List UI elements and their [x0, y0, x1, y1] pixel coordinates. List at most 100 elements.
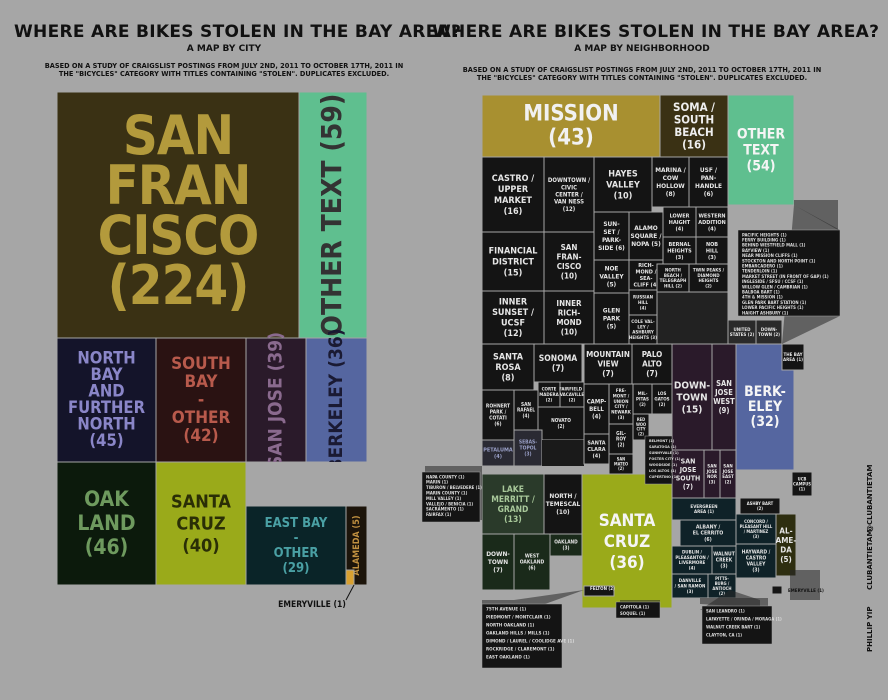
cell-text: SAN JOSE (39) — [265, 332, 287, 468]
cell-other-text — [727, 94, 795, 206]
cell-text: DOWN- — [761, 327, 778, 333]
east-bay-list-item: LAFAYETTE / ORINDA / MORAGA (1) — [706, 616, 782, 622]
cell-text: AL- — [779, 526, 792, 535]
cell-text: (5) — [607, 281, 617, 289]
cell-text: JOSE — [722, 469, 734, 475]
cell-text: AME- — [776, 536, 797, 545]
cell-text: (36) — [609, 553, 644, 573]
cell-text: PLEASANT HILL — [740, 524, 773, 529]
cell-san-jose-south — [671, 449, 705, 499]
cell-text: COTATI — [489, 416, 507, 422]
cell-text: SUN- — [603, 220, 620, 228]
label-san-jose: SAN JOSE (39) — [265, 332, 287, 468]
oakland-list-item: NORTH OAKLAND (1) — [486, 623, 534, 629]
label-fairfield-vacaville: FAIRFIELD /VACAVILLE(2) — [559, 387, 585, 404]
cell-text: DA — [780, 545, 792, 554]
cell-text: USF / — [700, 166, 718, 174]
other-text-list-item: LOWER PACIFIC HEIGHTS (1) — [742, 305, 804, 311]
cell-text: (4) — [523, 413, 530, 419]
cell-text: CAMPUS — [793, 481, 811, 486]
cell-text: JOSE — [714, 388, 733, 397]
cell-text: INNER — [556, 299, 582, 308]
cell-text: (43) — [548, 126, 594, 151]
other-text-list-item: PACIFIC HEIGHTS (1) — [742, 232, 787, 238]
cell-text: MIL- — [638, 391, 648, 397]
cell-text: CIVIC — [561, 184, 577, 191]
cell-text: HILL — [706, 248, 719, 254]
cell-text: (7) — [493, 566, 503, 574]
south-bay-list-item: WOODSIDE (1) — [649, 462, 677, 467]
cell-text: SEBAS- — [519, 440, 537, 446]
cell-russian-hill — [628, 289, 658, 316]
cell-text: NOR — [707, 474, 718, 480]
label-albany-el-cerrito: ALBANY /EL CERRITO(6) — [693, 525, 724, 543]
cell-text: PARK — [603, 315, 621, 323]
cell-text: JOSE — [706, 469, 718, 475]
cell-ucb-campus — [791, 471, 813, 497]
cell-text: (224) — [108, 254, 249, 317]
cell-text: OTHER — [274, 546, 319, 561]
label-pittsburg-antioch: PITTS-BURG /ANTIOCH(2) — [712, 576, 731, 596]
south-bay-list-item: CUPERTINO (1) — [649, 474, 678, 479]
cell-text: COW — [663, 174, 679, 182]
north-bay-list-item: TIBURON / BELVEDERE (1) — [426, 485, 482, 491]
cell-text: (2) — [618, 466, 624, 471]
cell-text: LOWER — [670, 213, 690, 219]
left-note-1: BASED ON A STUDY OF CRAIGSLIST POSTINGS … — [44, 62, 404, 70]
cell-text: NORTH — [665, 267, 682, 273]
cell-text: NOPA (5) — [631, 240, 661, 248]
cell-text: ALAMEDA (5) — [352, 515, 362, 575]
cell-text: OTHER — [737, 126, 785, 142]
cell-alamo-square-nopa — [628, 211, 664, 261]
label-sebastopol: SEBAS-TOPOL(3) — [519, 440, 537, 458]
label-petaluma: PETALUMA(4) — [483, 448, 513, 461]
cell-text: GIL- — [616, 431, 626, 437]
cell-east-bay-other — [245, 505, 347, 586]
cell-text: (2) — [725, 480, 732, 486]
cell-text: HILL — [638, 300, 648, 306]
cell-text: BERK- — [744, 384, 786, 400]
label-dublin-pleasanton-livermore: DUBLIN /PLEASANTON /LIVERMORE(4) — [675, 549, 709, 571]
cell-nob-hill — [695, 236, 729, 265]
cell-text: (4) — [592, 414, 601, 421]
other-text-list — [737, 229, 841, 317]
oakland-list — [481, 603, 563, 669]
cell-text: (16) — [504, 207, 523, 217]
cell-text: MATEO — [614, 461, 628, 466]
cell-text: ALAMO — [634, 224, 658, 232]
cell-text: EAST BAY — [265, 516, 328, 531]
label-gilroy: GIL-ROY(2) — [616, 431, 627, 449]
cell-felton — [583, 585, 615, 597]
cell-text: OTHER TEXT (59) — [315, 94, 348, 337]
oakland-list-item: 75TH AVENUE (1) — [486, 607, 526, 613]
cell-text: UNION — [613, 399, 629, 405]
cell-text: BERNAL — [668, 242, 691, 248]
cell-text: SEA- — [640, 276, 653, 282]
cell-text: GLEN — [603, 307, 621, 315]
cell-text: VIEW — [597, 360, 618, 369]
cell-text: DANVILLE — [679, 578, 702, 584]
cell-financial-district — [481, 231, 545, 292]
cell-oakland — [549, 533, 583, 557]
emeryville-label: EMERYVILLE (1) — [788, 588, 824, 594]
callout-connector — [790, 570, 820, 600]
cell-text: BEACH / — [664, 273, 683, 279]
cell-text: MERRITT / — [491, 495, 535, 505]
cell-text: TWIN PEAKS / — [693, 267, 725, 273]
cell-text: OAKLAND — [554, 540, 578, 546]
cell-text: CISCO — [98, 204, 259, 267]
cell-text: FRAN- — [556, 252, 581, 261]
cell-text: (3) — [676, 255, 684, 261]
cell-text: (13) — [504, 515, 522, 525]
cell-text: UPPER — [498, 185, 529, 195]
east-bay-list-item: CLAYTON, CA (1) — [706, 632, 742, 638]
